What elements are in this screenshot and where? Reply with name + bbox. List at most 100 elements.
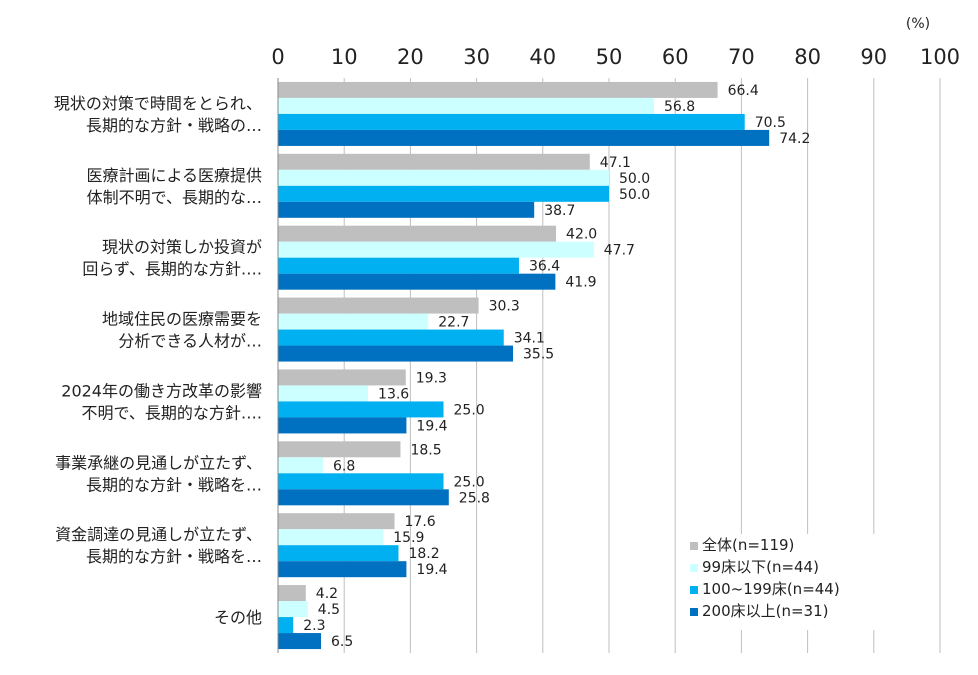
legend-swatch — [690, 542, 698, 550]
category-label: 資金調達の見通しが立たず、 — [55, 525, 262, 544]
bar — [278, 385, 369, 402]
category-label: その他 — [214, 608, 262, 627]
category-label: 医療計画による医療提供 — [86, 166, 262, 185]
data-label: 25.0 — [454, 402, 485, 418]
legend-label: 全体(n=119) — [702, 536, 794, 554]
unit-label: (%) — [906, 16, 930, 32]
bar — [278, 97, 655, 114]
data-label: 38.7 — [544, 203, 575, 219]
category-label: 長期的な方針・戦略を… — [86, 475, 262, 494]
data-label: 19.3 — [416, 370, 447, 386]
data-label: 18.5 — [410, 442, 441, 458]
data-label: 4.5 — [318, 602, 340, 618]
bar — [278, 225, 557, 242]
data-label: 42.0 — [566, 227, 597, 243]
data-label: 17.6 — [405, 514, 436, 530]
category-label: 長期的な方針・戦略の… — [86, 116, 262, 135]
data-label: 6.5 — [331, 634, 353, 650]
bar — [278, 561, 407, 578]
data-label: 34.1 — [514, 331, 545, 347]
category-label: 長期的な方針・戦略を… — [86, 547, 262, 566]
bar — [278, 345, 514, 362]
category-label: 体制不明で、長期的な… — [87, 188, 262, 207]
data-label: 15.9 — [393, 530, 424, 546]
category-label: 事業承継の見通しが立たず、 — [55, 453, 262, 472]
bar — [278, 601, 308, 618]
bar — [278, 529, 384, 546]
x-tick-label: 80 — [794, 45, 821, 69]
data-label: 56.8 — [664, 99, 695, 115]
data-label: 70.5 — [755, 115, 786, 131]
category-label: 2024年の働き方改革の影響 — [61, 381, 262, 400]
category-label: 回らず、長期的な方針…. — [82, 260, 262, 279]
data-label: 47.1 — [600, 155, 631, 171]
legend-box — [684, 534, 880, 630]
bar — [278, 297, 479, 314]
category-label: 現状の対策で時間をとられ、 — [54, 94, 262, 113]
data-label: 18.2 — [408, 546, 439, 562]
legend-label: 99床以下(n=44) — [702, 558, 819, 576]
data-label: 30.3 — [489, 299, 520, 315]
bar — [278, 113, 745, 130]
category-label: 分析できる人材が… — [118, 332, 262, 351]
legend-label: 200床以上(n=31) — [702, 602, 829, 620]
data-label: 25.8 — [459, 490, 490, 506]
bar — [278, 441, 401, 458]
x-tick-label: 0 — [271, 45, 284, 69]
bar — [278, 169, 609, 186]
x-tick-label: 60 — [662, 45, 689, 69]
bar — [278, 489, 449, 506]
bar — [278, 457, 324, 474]
data-label: 25.0 — [454, 474, 485, 490]
bar — [278, 273, 556, 290]
data-label: 19.4 — [416, 418, 447, 434]
bar — [278, 417, 407, 434]
x-tick-label: 70 — [728, 45, 755, 69]
category-label: 現状の対策しか投資が — [102, 238, 262, 257]
data-label: 22.7 — [438, 315, 469, 331]
legend-swatch — [690, 586, 698, 594]
x-tick-label: 100 — [920, 45, 960, 69]
bar — [278, 329, 504, 346]
bar — [278, 545, 399, 562]
bar — [278, 313, 429, 330]
bar — [278, 81, 718, 98]
bar — [278, 585, 306, 602]
data-label: 19.4 — [416, 562, 447, 578]
bar — [278, 241, 594, 258]
data-label: 6.8 — [333, 458, 355, 474]
data-label: 13.6 — [378, 386, 409, 402]
legend-swatch — [690, 608, 698, 616]
data-label: 4.2 — [316, 586, 338, 602]
data-label: 66.4 — [728, 83, 759, 99]
legend-label: 100~199床(n=44) — [702, 580, 840, 598]
bar — [278, 369, 406, 386]
x-tick-label: 10 — [331, 45, 358, 69]
data-label: 50.0 — [619, 187, 650, 203]
bar — [278, 617, 294, 634]
bar — [278, 257, 519, 274]
data-label: 47.7 — [604, 243, 635, 259]
x-tick-label: 40 — [529, 45, 556, 69]
bar — [278, 401, 444, 418]
bar — [278, 129, 770, 146]
x-tick-label: 90 — [860, 45, 887, 69]
data-label: 50.0 — [619, 171, 650, 187]
data-label: 41.9 — [565, 275, 596, 291]
data-label: 35.5 — [523, 347, 554, 363]
x-tick-label: 30 — [463, 45, 490, 69]
data-label: 2.3 — [303, 618, 325, 634]
bar — [278, 153, 590, 170]
bar — [278, 473, 444, 490]
data-label: 36.4 — [529, 259, 560, 275]
bar — [278, 513, 395, 530]
bar — [278, 201, 535, 218]
bar — [278, 185, 609, 202]
category-label: 不明で、長期的な方針…. — [82, 403, 262, 422]
bar — [278, 633, 322, 650]
x-tick-label: 20 — [397, 45, 424, 69]
x-tick-label: 50 — [596, 45, 623, 69]
category-label: 地域住民の医療需要を — [102, 310, 262, 329]
